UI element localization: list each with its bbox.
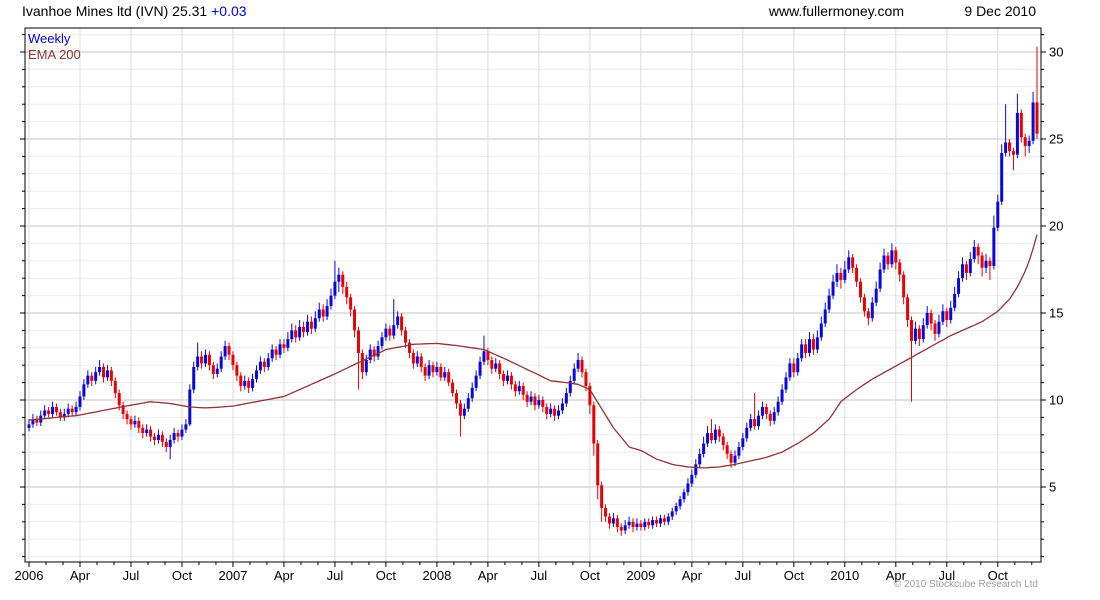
x-axis-label: Jul xyxy=(123,568,140,583)
y-axis-label: 25 xyxy=(1049,132,1063,147)
y-axis-label: 20 xyxy=(1049,219,1063,234)
x-axis-label: Oct xyxy=(172,568,193,583)
instrument-name-price: Ivanhoe Mines ltd (IVN) 25.31 xyxy=(22,3,208,19)
copyright-notice: © 2010 Stockcube Research Ltd xyxy=(893,579,1038,590)
instrument-title: Ivanhoe Mines ltd (IVN) 25.31 +0.03 xyxy=(22,3,247,19)
x-axis-label: 2007 xyxy=(218,568,247,583)
x-axis-label: Apr xyxy=(478,568,499,583)
y-axis-label: 5 xyxy=(1049,480,1056,495)
chart-date: 9 Dec 2010 xyxy=(964,3,1036,19)
x-axis-label: 2006 xyxy=(15,568,44,583)
x-axis-label: Jul xyxy=(531,568,548,583)
y-axis-label: 10 xyxy=(1049,393,1063,408)
site-url: www.fullermoney.com xyxy=(768,3,904,19)
x-axis-label: 2009 xyxy=(626,568,655,583)
x-axis-label: 2008 xyxy=(422,568,451,583)
legend-interval-label: Weekly xyxy=(28,31,71,46)
x-axis-label: Apr xyxy=(682,568,703,583)
plot-border xyxy=(24,27,1042,563)
x-axis: 2006 Apr Jul Oct 2007 Apr Jul Oct 2008 Apr Jul Oct 2… xyxy=(15,562,1033,583)
x-axis-label: 2010 xyxy=(830,568,859,583)
x-axis-label: Oct xyxy=(376,568,397,583)
x-axis-label: Apr xyxy=(274,568,295,583)
candlesticks xyxy=(27,46,1039,536)
y-axis-label: 30 xyxy=(1049,45,1063,60)
x-axis-label: Apr xyxy=(70,568,91,583)
x-axis-label: Jul xyxy=(735,568,752,583)
x-axis-label: Jul xyxy=(327,568,344,583)
y-axis-label: 15 xyxy=(1049,306,1063,321)
x-axis-label: Oct xyxy=(580,568,601,583)
legend-ema-label: EMA 200 xyxy=(28,47,81,62)
date-gridlines xyxy=(28,28,999,562)
price-change: +0.03 xyxy=(211,3,247,19)
x-axis-label: Apr xyxy=(886,568,907,583)
x-axis-label: Oct xyxy=(988,568,1009,583)
x-axis-label: Oct xyxy=(784,568,805,583)
ema-200-line xyxy=(28,234,1038,469)
price-gridlines xyxy=(25,34,1041,558)
y-axis: 5 10 15 20 25 30 xyxy=(20,34,1063,558)
x-axis-label: Jul xyxy=(938,568,955,583)
